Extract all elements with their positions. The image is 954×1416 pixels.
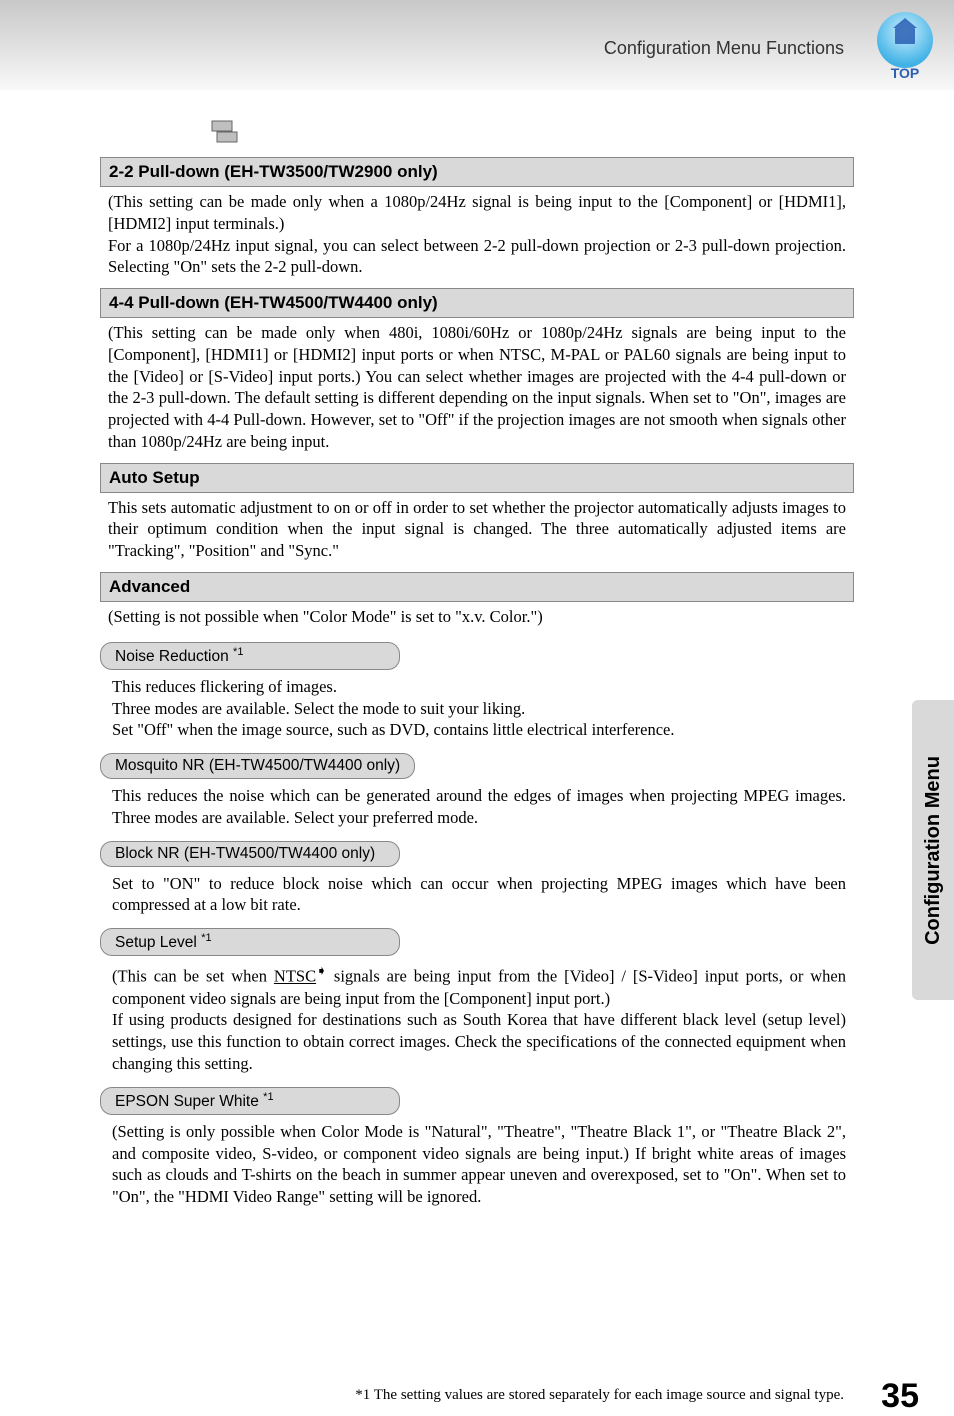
footnote-text: *1 The setting values are stored separat… [355,1387,844,1404]
page-number: 35 [881,1377,919,1416]
section-title-autosetup: Auto Setup [100,463,854,493]
subhead-epson-super-white: EPSON Super White *1 [100,1087,400,1115]
subhead-block-nr: Block NR (EH-TW4500/TW4400 only) [100,841,400,867]
footnote-mark: *1 [201,932,211,944]
header-title: Configuration Menu Functions [604,38,844,59]
section-title-44pulldown: 4-4 Pull-down (EH-TW4500/TW4400 only) [100,288,854,318]
section-title-advanced: Advanced [100,572,854,602]
subbody-setup-level: (This can be set when NTSC➧ signals are … [112,962,846,1074]
subhead-noise-reduction: Noise Reduction *1 [100,642,400,670]
text-fragment: (This can be set when [112,967,274,986]
subhead-setup-level: Setup Level *1 [100,928,400,956]
section-body-44pulldown: (This setting can be made only when 480i… [108,322,846,453]
side-tab-label: Configuration Menu [922,756,945,945]
subhead-label: Noise Reduction [115,648,233,665]
subhead-mosquito-nr: Mosquito NR (EH-TW4500/TW4400 only) [100,753,415,779]
computer-source-icon [210,120,854,149]
section-body-autosetup: This sets automatic adjustment to on or … [108,497,846,562]
header-bar: Configuration Menu Functions TOP [0,0,954,90]
glossary-link-ntsc[interactable]: NTSC [274,967,316,986]
subbody-epson-super-white: (Setting is only possible when Color Mod… [112,1121,846,1208]
advanced-intro: (Setting is not possible when "Color Mod… [108,606,846,628]
footnote-mark: *1 [233,646,243,658]
section-body-22pulldown: (This setting can be made only when a 10… [108,191,846,278]
page-content: 2-2 Pull-down (EH-TW3500/TW2900 only) (T… [0,90,954,1236]
footer: *1 The setting values are stored separat… [0,1356,954,1416]
subbody-mosquito-nr: This reduces the noise which can be gene… [112,785,846,829]
section-title-22pulldown: 2-2 Pull-down (EH-TW3500/TW2900 only) [100,157,854,187]
glossary-arrow-icon: ➧ [316,963,327,978]
side-tab: Configuration Menu [912,700,954,1000]
subbody-block-nr: Set to "ON" to reduce block noise which … [112,873,846,917]
top-label: TOP [891,65,920,81]
subhead-label: EPSON Super White [115,1093,263,1110]
subbody-noise-reduction: This reduces flickering of images. Three… [112,676,846,741]
top-icon[interactable]: TOP [871,10,939,82]
footnote-mark: *1 [263,1091,273,1103]
subhead-label: Setup Level [115,934,201,951]
